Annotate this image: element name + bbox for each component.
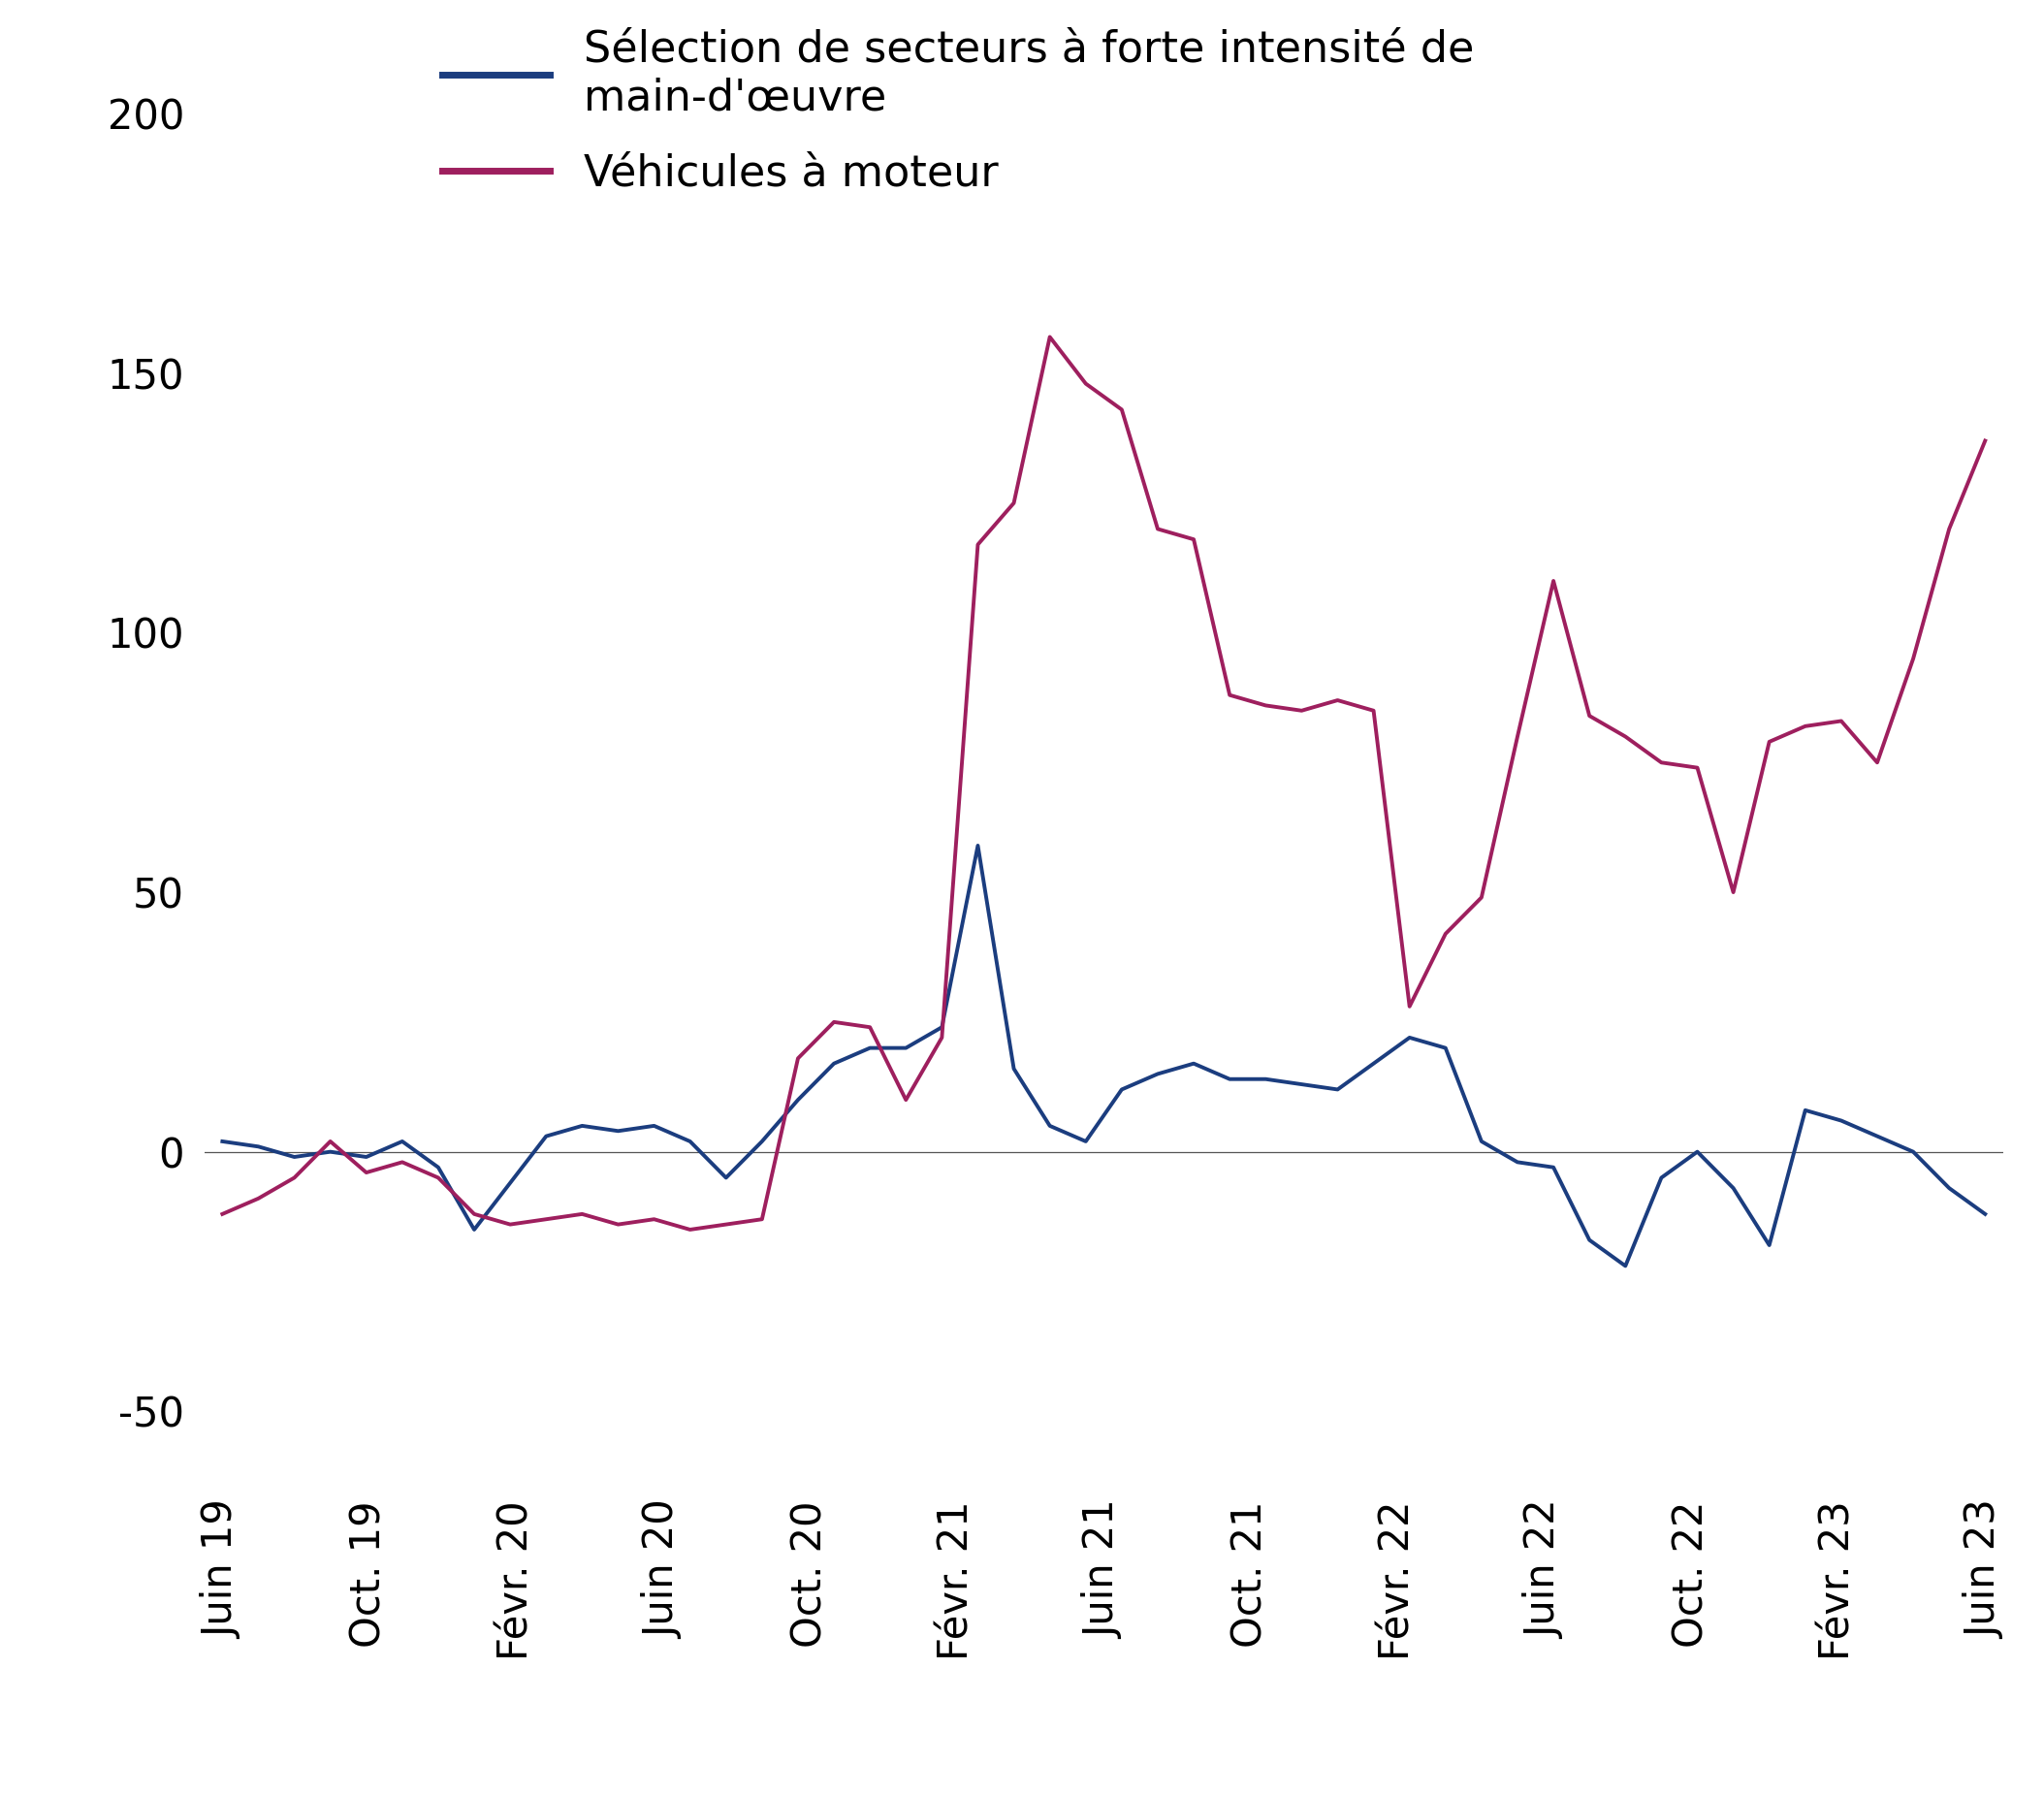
Legend: Sélection de secteurs à forte intensité de
main-d'œuvre, Véhicules à moteur: Sélection de secteurs à forte intensité … [442,29,1474,194]
